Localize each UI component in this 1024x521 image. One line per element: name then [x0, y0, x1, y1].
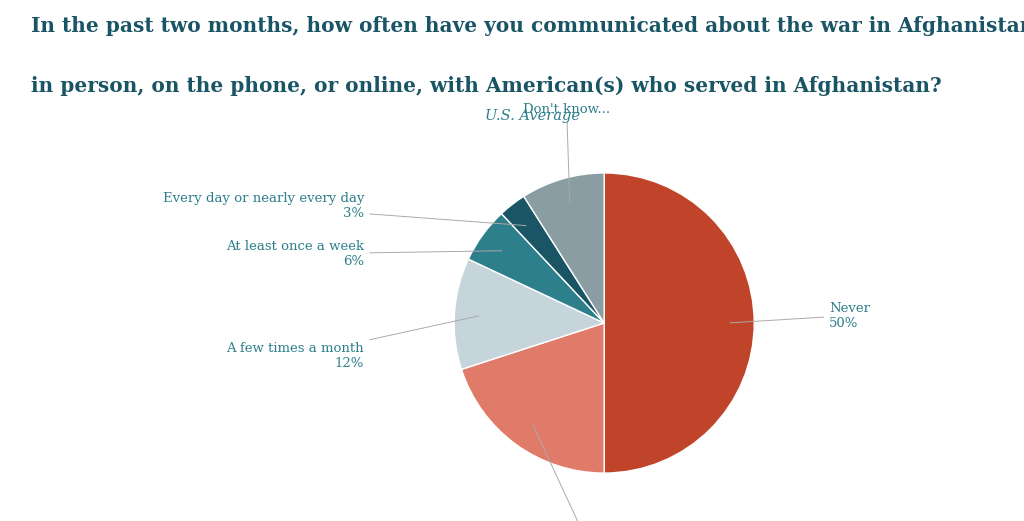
Text: At least once a week
6%: At least once a week 6% — [226, 240, 502, 268]
Wedge shape — [468, 214, 604, 323]
Text: Rarely
20%: Rarely 20% — [534, 425, 618, 521]
Wedge shape — [523, 173, 604, 323]
Text: U.S. Average: U.S. Average — [485, 109, 580, 123]
Text: Every day or nearly every day
3%: Every day or nearly every day 3% — [163, 192, 526, 226]
Text: Never
50%: Never 50% — [730, 302, 870, 329]
Text: Don't know...: Don't know... — [523, 103, 610, 202]
Wedge shape — [454, 259, 604, 369]
Text: in person, on the phone, or online, with American(s) who served in Afghanistan?: in person, on the phone, or online, with… — [31, 76, 941, 95]
Wedge shape — [502, 196, 604, 323]
Text: A few times a month
12%: A few times a month 12% — [226, 316, 478, 370]
Wedge shape — [462, 323, 604, 473]
Wedge shape — [604, 173, 755, 473]
Text: In the past two months, how often have you communicated about the war in Afghani: In the past two months, how often have y… — [31, 16, 1024, 35]
